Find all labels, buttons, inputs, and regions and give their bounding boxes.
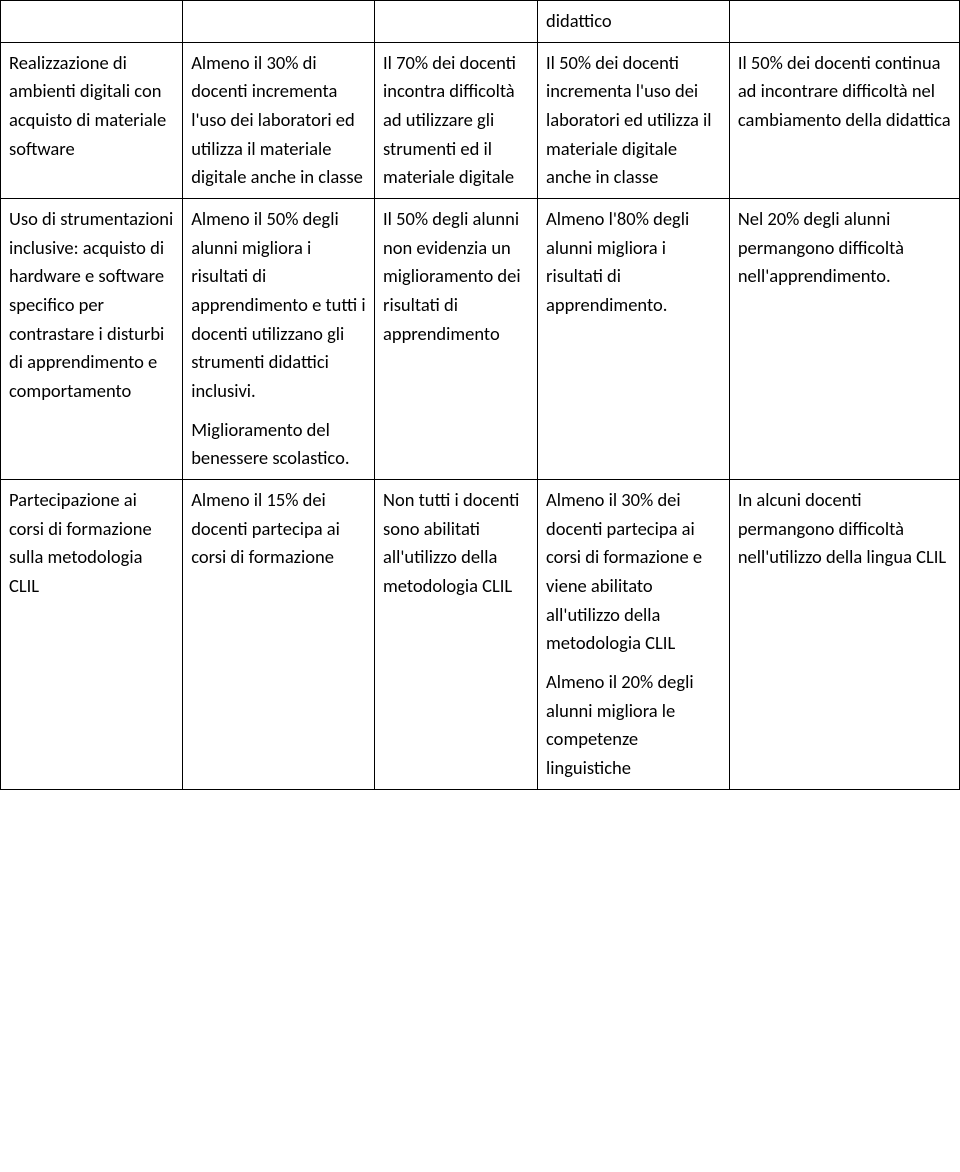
cell-text: Il 70% dei docenti incontra difficoltà a… [383, 51, 516, 189]
cell-text: In alcuni docenti permangono difficoltà … [738, 488, 946, 568]
cell-text: Il 50% dei docenti continua ad incontrar… [738, 51, 951, 131]
table-row: Uso di strumentazioni inclusive: acquist… [1, 199, 960, 480]
cell: Il 50% degli alunni non evidenzia un mig… [375, 199, 538, 480]
content-table: didattico Realizzazione di ambienti digi… [0, 0, 960, 790]
cell-text: Il 50% degli alunni non evidenzia un mig… [383, 207, 521, 345]
cell-text: Miglioramento del benessere scolastico. [191, 416, 366, 473]
cell: Realizzazione di ambienti digitali con a… [1, 42, 183, 198]
cell-text: Almeno l'80% degli alunni migliora i ris… [546, 207, 689, 316]
cell-text: Almeno il 20% degli alunni migliora le c… [546, 668, 721, 783]
cell [375, 1, 538, 43]
cell: Il 50% dei docenti continua ad incontrar… [729, 42, 959, 198]
cell-text: Realizzazione di ambienti digitali con a… [9, 51, 166, 160]
cell: Non tutti i docenti sono abilitati all'u… [375, 480, 538, 790]
cell [183, 1, 375, 43]
cell-text: Partecipazione ai corsi di formazione su… [9, 488, 152, 597]
table-row: Partecipazione ai corsi di formazione su… [1, 480, 960, 790]
cell-text: Almeno il 15% dei docenti partecipa ai c… [191, 488, 340, 568]
cell: In alcuni docenti permangono difficoltà … [729, 480, 959, 790]
cell: Il 50% dei docenti incrementa l'uso dei … [538, 42, 730, 198]
cell [1, 1, 183, 43]
cell-text: Uso di strumentazioni inclusive: acquist… [9, 207, 173, 402]
cell-text: Nel 20% degli alunni permangono difficol… [738, 207, 904, 287]
cell [729, 1, 959, 43]
cell-text: Almeno il 30% dei docenti partecipa ai c… [546, 486, 721, 658]
cell: Almeno il 50% degli alunni migliora i ri… [183, 199, 375, 480]
table-row: Realizzazione di ambienti digitali con a… [1, 42, 960, 198]
cell-text: Non tutti i docenti sono abilitati all'u… [383, 488, 519, 597]
table-row: didattico [1, 1, 960, 43]
cell: Almeno l'80% degli alunni migliora i ris… [538, 199, 730, 480]
cell: Almeno il 30% dei docenti partecipa ai c… [538, 480, 730, 790]
cell-text: didattico [546, 9, 612, 32]
cell: Uso di strumentazioni inclusive: acquist… [1, 199, 183, 480]
cell: Almeno il 15% dei docenti partecipa ai c… [183, 480, 375, 790]
cell: Almeno il 30% di docenti incrementa l'us… [183, 42, 375, 198]
cell-text: Il 50% dei docenti incrementa l'uso dei … [546, 51, 711, 189]
cell: didattico [538, 1, 730, 43]
cell: Partecipazione ai corsi di formazione su… [1, 480, 183, 790]
cell: Il 70% dei docenti incontra difficoltà a… [375, 42, 538, 198]
cell: Nel 20% degli alunni permangono difficol… [729, 199, 959, 480]
cell-text: Almeno il 30% di docenti incrementa l'us… [191, 51, 363, 189]
cell-text: Almeno il 50% degli alunni migliora i ri… [191, 205, 366, 406]
